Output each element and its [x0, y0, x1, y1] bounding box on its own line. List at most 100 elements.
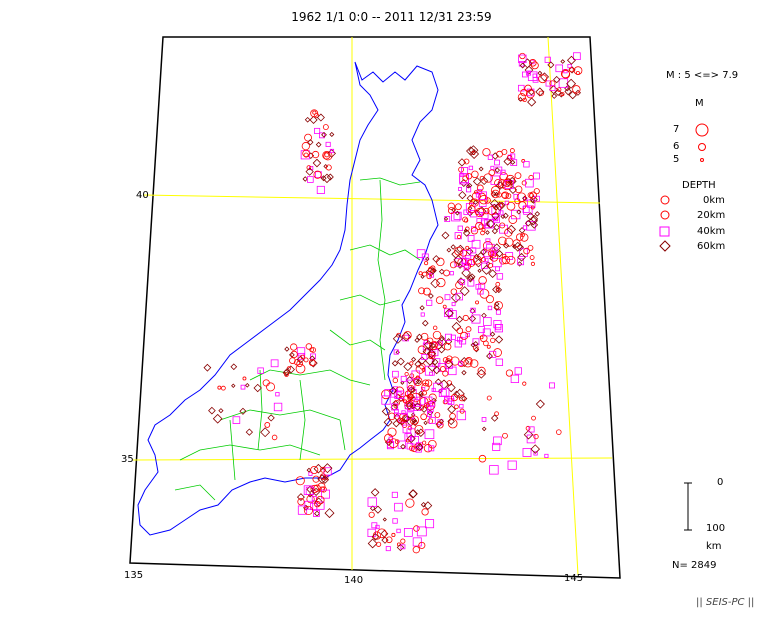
epicenter-marker [525, 178, 534, 188]
epicenter-marker [476, 218, 482, 224]
epicenter-marker [426, 337, 434, 345]
epicenter-marker [442, 357, 449, 363]
epicenter-marker [568, 66, 576, 74]
epicenter-marker [324, 508, 335, 519]
epicenter-marker [421, 387, 426, 392]
epicenter-marker [395, 390, 405, 400]
epicenter-marker [316, 113, 325, 122]
epicenter-marker [400, 380, 405, 385]
epicenter-marker [475, 221, 484, 230]
epicenter-marker [521, 180, 527, 186]
epicenter-marker [397, 417, 403, 424]
epicenter-marker [477, 288, 484, 295]
epicenter-marker [414, 429, 421, 435]
epicenter-marker [310, 484, 319, 494]
epicenter-marker [307, 139, 314, 146]
epicenter-marker [456, 327, 464, 334]
epicenter-marker [289, 357, 296, 364]
epicenter-marker [538, 74, 548, 84]
epicenter-marker [483, 317, 492, 326]
epicenter-marker [462, 229, 471, 237]
epicenter-marker [310, 347, 317, 353]
epicenter-marker [305, 343, 313, 350]
epicenter-marker [450, 292, 461, 303]
epicenter-marker [438, 268, 445, 275]
epicenter-marker [391, 360, 399, 367]
epicenter-marker [454, 340, 463, 348]
epicenter-marker [494, 159, 500, 166]
epicenter-marker [467, 205, 476, 214]
epicenter-marker [483, 340, 489, 347]
epicenter-marker [450, 334, 456, 340]
epicenter-marker [489, 465, 499, 475]
epicenter-marker [411, 370, 421, 380]
epicenter-marker [371, 533, 380, 541]
epicenter-marker [506, 255, 516, 265]
mag-7-symbol [695, 123, 709, 137]
epicenter-marker [306, 467, 312, 473]
epicenter-marker [501, 191, 509, 199]
epicenter-marker [472, 338, 480, 346]
epicenter-marker [394, 502, 403, 512]
epicenter-marker [494, 411, 499, 417]
lon-label-135: 135 [124, 570, 144, 581]
epicenter-marker [407, 425, 413, 431]
epicenter-marker [487, 250, 495, 257]
epicenter-marker [472, 177, 482, 186]
epicenter-marker [392, 333, 403, 344]
epicenter-marker [467, 274, 474, 282]
epicenter-marker [463, 228, 468, 233]
epicenter-marker [403, 399, 408, 404]
epicenter-marker [478, 454, 487, 463]
epicenter-marker [409, 415, 419, 425]
epicenter-marker [549, 382, 555, 389]
epicenter-marker [508, 215, 518, 224]
epicenter-marker [516, 192, 527, 202]
epicenter-marker [306, 165, 312, 170]
epicenter-marker [460, 331, 469, 340]
epicenter-marker [320, 175, 327, 182]
epicenter-marker [465, 357, 473, 365]
epicenter-marker [516, 209, 522, 215]
epicenter-marker [284, 346, 290, 352]
depth-scale [684, 482, 692, 531]
epicenter-marker [547, 61, 555, 69]
epicenter-marker [459, 357, 470, 368]
epicenter-marker [438, 389, 447, 397]
epicenter-marker [462, 216, 468, 223]
epicenter-marker [554, 88, 562, 97]
epicenter-marker [566, 55, 576, 65]
epicenter-marker [310, 109, 319, 118]
epicenter-marker [470, 359, 479, 368]
epicenter-marker [505, 369, 514, 377]
epicenter-marker [427, 293, 434, 299]
epicenter-marker [420, 332, 429, 341]
epicenter-marker [471, 314, 481, 324]
epicenter-marker [392, 518, 398, 524]
epicenter-marker [413, 525, 420, 532]
epicenter-marker [528, 174, 534, 181]
epicenter-marker [465, 245, 470, 250]
epicenter-marker [467, 258, 476, 267]
epicenter-marker [533, 172, 540, 180]
epicenter-marker [329, 148, 335, 154]
epicenter-marker [555, 64, 564, 73]
epicenter-marker [476, 184, 484, 192]
epicenter-marker [386, 441, 394, 449]
epicenter-marker [524, 65, 534, 75]
epicenter-marker [454, 232, 462, 240]
depth-40-label: 40km [697, 226, 726, 237]
epicenter-marker [478, 191, 488, 201]
epicenter-marker [501, 255, 511, 265]
epicenter-marker [450, 393, 458, 402]
epicenter-marker [403, 331, 412, 340]
epicenter-marker [410, 387, 416, 394]
epicenter-marker [217, 385, 222, 390]
epicenter-marker [239, 407, 247, 415]
epicenter-marker [443, 216, 449, 221]
epicenter-marker [475, 284, 482, 290]
epicenter-marker [470, 227, 479, 235]
epicenter-marker [446, 355, 453, 362]
epicenter-marker [511, 209, 521, 220]
epicenter-marker [507, 460, 517, 470]
